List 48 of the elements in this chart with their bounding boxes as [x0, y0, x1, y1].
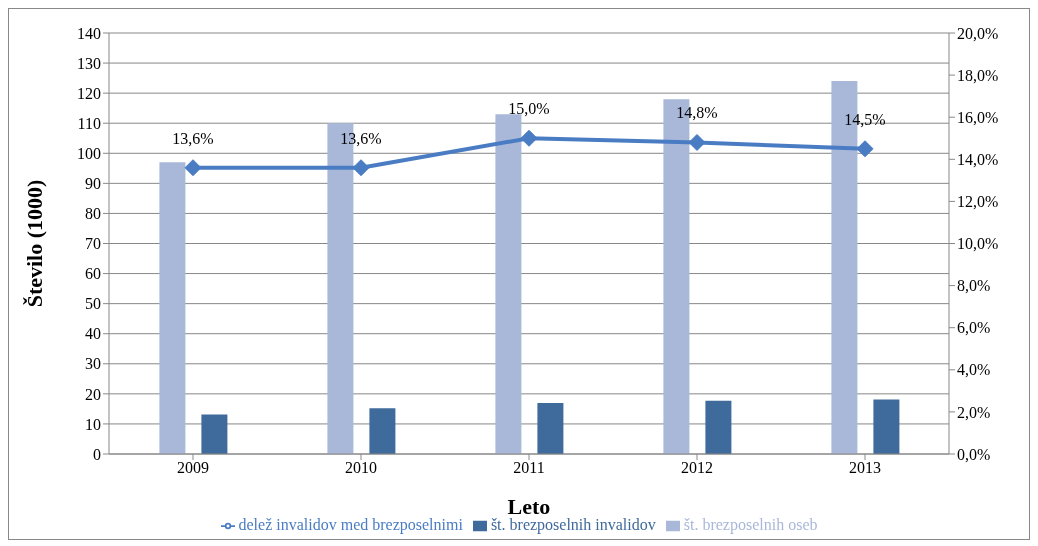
- data-label: 13,6%: [340, 129, 382, 147]
- y2-tick-label: 6,0%: [957, 319, 991, 337]
- y2-tick-label: 4,0%: [957, 361, 991, 379]
- data-label: 15,0%: [508, 100, 550, 118]
- y-tick-label: 120: [77, 84, 101, 102]
- legend-label: delež invalidov med brezposelnimi: [238, 516, 463, 533]
- y2-tick-label: 14,0%: [957, 150, 999, 168]
- x-axis-title: Leto: [507, 494, 551, 519]
- bar: [159, 162, 186, 454]
- y-tick-label: 0: [93, 445, 101, 463]
- bar: [537, 402, 564, 454]
- legend-label: št. brezposelnih oseb: [683, 516, 818, 533]
- y2-tick-label: 18,0%: [957, 66, 999, 84]
- data-label: 14,8%: [676, 104, 718, 122]
- y-tick-label: 100: [77, 144, 101, 162]
- y-tick-label: 40: [85, 325, 101, 343]
- data-label: 14,5%: [844, 110, 886, 128]
- y-tick-label: 10: [85, 415, 101, 433]
- y-tick-label: 90: [85, 175, 101, 193]
- y2-tick-label: 10,0%: [957, 235, 999, 253]
- y-tick-label: 130: [77, 54, 101, 72]
- y2-tick-label: 16,0%: [957, 108, 999, 126]
- bar: [873, 399, 900, 454]
- y-tick-label: 80: [85, 205, 101, 223]
- y-axis-title: Število (1000): [21, 179, 47, 308]
- y-tick-label: 50: [85, 295, 101, 313]
- bar: [705, 400, 732, 454]
- legend-label: št. brezposelnih invalidov: [490, 516, 656, 533]
- bar: [369, 408, 396, 454]
- data-label: 13,6%: [172, 129, 214, 147]
- x-tick-label: 2011: [513, 459, 545, 477]
- y-tick-label: 20: [85, 385, 101, 403]
- bar: [495, 114, 522, 454]
- y-tick-label: 70: [85, 235, 101, 253]
- bar: [201, 414, 228, 454]
- y2-tick-label: 20,0%: [957, 24, 999, 42]
- y2-tick-label: 12,0%: [957, 193, 999, 211]
- x-tick-label: 2012: [681, 459, 713, 477]
- y2-tick-label: 8,0%: [957, 277, 991, 295]
- y-tick-label: 30: [85, 355, 101, 373]
- y-tick-label: 140: [77, 24, 101, 42]
- y2-tick-label: 2,0%: [957, 403, 991, 421]
- x-tick-label: 2009: [177, 459, 209, 477]
- y-tick-label: 110: [77, 114, 101, 132]
- y-tick-label: 60: [85, 265, 101, 283]
- y2-tick-label: 0,0%: [957, 445, 991, 463]
- x-tick-label: 2013: [849, 459, 881, 477]
- x-tick-label: 2010: [345, 459, 377, 477]
